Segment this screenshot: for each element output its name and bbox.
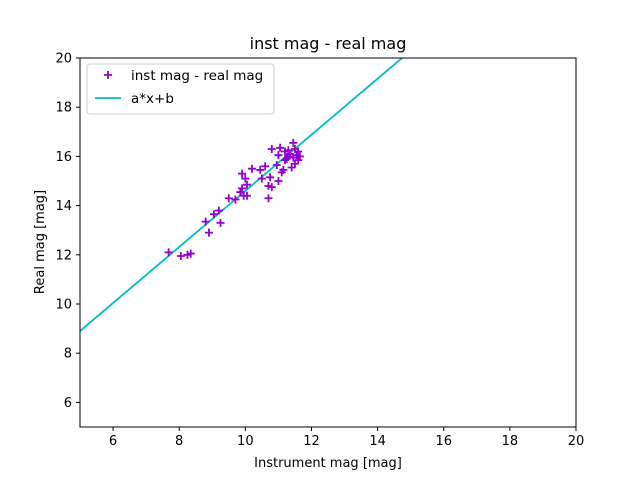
x-tick-label: 16 — [435, 434, 452, 449]
scatter-point — [242, 180, 251, 189]
scatter-point — [216, 218, 225, 227]
y-tick-label: 12 — [55, 248, 72, 263]
scatter-point — [247, 164, 256, 173]
plot-content — [80, 58, 404, 332]
x-tick-label: 20 — [568, 434, 585, 449]
x-axis-label: Instrument mag [mag] — [254, 456, 402, 471]
scatter-point — [176, 252, 185, 261]
scatter-point — [289, 138, 298, 147]
fit-line — [80, 58, 404, 332]
scatter-point — [242, 191, 251, 200]
x-tick-label: 10 — [237, 434, 254, 449]
y-tick-label: 18 — [55, 101, 72, 116]
chart-title: inst mag - real mag — [250, 34, 407, 53]
scatter-point — [224, 194, 233, 203]
legend: inst mag - real mag a*x+b — [86, 63, 275, 115]
scatter-point — [274, 151, 283, 160]
scatter-point — [241, 174, 250, 183]
scatter-point — [201, 217, 210, 226]
y-tick-label: 20 — [55, 52, 72, 67]
y-axis-ticks: 6 8 10 12 14 16 18 20 — [55, 52, 80, 411]
y-tick-label: 6 — [64, 396, 72, 411]
scatter-point — [261, 162, 270, 171]
y-tick-label: 8 — [64, 347, 72, 362]
scatter-point — [295, 152, 304, 161]
scatter-point — [279, 165, 288, 174]
x-axis-ticks: 6 8 10 12 14 16 18 20 — [109, 427, 584, 449]
scatter-point — [214, 206, 223, 215]
scatter-point — [266, 173, 275, 182]
y-tick-label: 14 — [55, 199, 72, 214]
scatter-point — [238, 184, 247, 193]
scatter-point — [238, 169, 247, 178]
scatter-point — [204, 228, 213, 237]
axes-frame — [79, 57, 577, 428]
x-tick-label: 8 — [175, 434, 183, 449]
scatter-point — [164, 248, 173, 257]
scatter-point — [209, 210, 218, 219]
scatter-point — [256, 165, 265, 174]
scatter-point — [274, 177, 283, 185]
legend-label-scatter: inst mag - real mag — [131, 68, 263, 84]
scatter-point — [294, 147, 303, 156]
y-tick-label: 16 — [55, 150, 72, 165]
scatter-point — [264, 194, 273, 203]
legend-plus-marker — [104, 71, 112, 79]
scatter-point — [267, 145, 276, 154]
legend-scatter-marker — [104, 71, 112, 79]
y-tick-label: 10 — [55, 298, 72, 313]
scatter-point — [186, 249, 195, 258]
x-tick-label: 12 — [303, 434, 320, 449]
scatter-point — [276, 143, 285, 152]
x-tick-label: 6 — [109, 434, 117, 449]
legend-label-fit: a*x+b — [131, 91, 174, 107]
scatter-point — [257, 174, 266, 183]
x-tick-label: 14 — [369, 434, 386, 449]
scatter-point — [272, 161, 281, 170]
scatter-point — [294, 156, 303, 165]
scatter-point — [231, 195, 240, 204]
x-tick-label: 18 — [502, 434, 519, 449]
scatter-point — [267, 183, 276, 192]
y-axis-label: Real mag [mag] — [33, 190, 48, 294]
legend-box — [86, 63, 275, 115]
scatter-point — [284, 146, 293, 155]
plot-area — [80, 58, 404, 332]
